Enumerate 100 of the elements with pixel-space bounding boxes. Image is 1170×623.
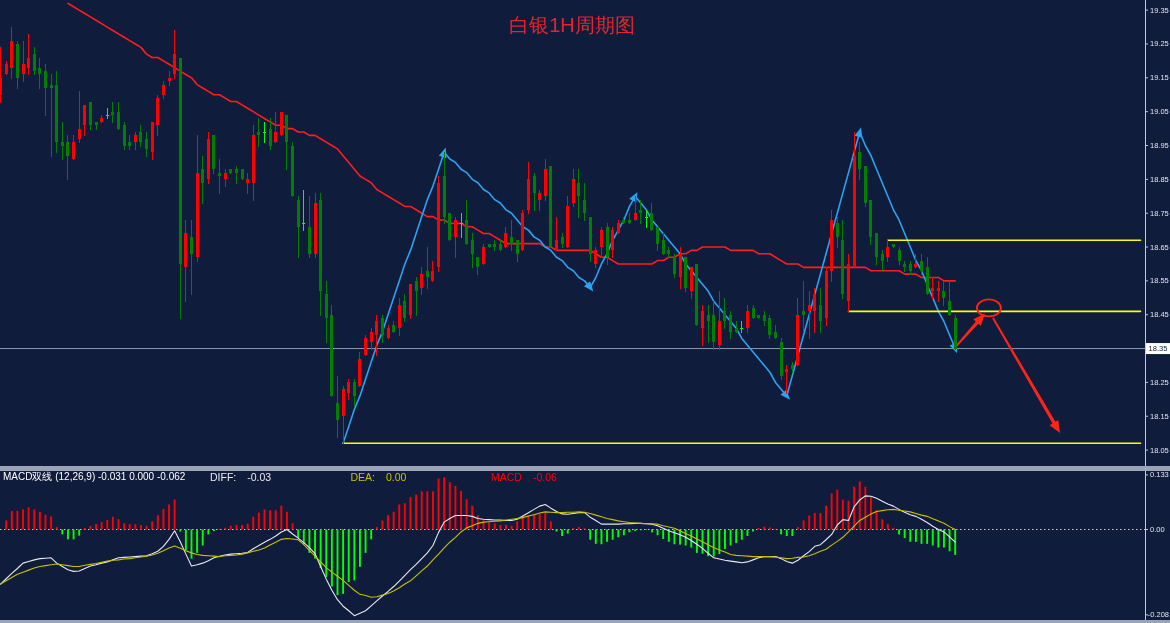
candlestick: [594, 246, 597, 269]
line-series: [0, 495, 956, 617]
annotation: 0.00: [386, 470, 407, 483]
candlestick: [460, 212, 463, 239]
candlestick: [325, 280, 328, 344]
candlestick: [729, 310, 732, 340]
candlestick: [336, 375, 339, 439]
candlestick: [572, 168, 575, 208]
candlestick: [123, 121, 126, 151]
candlestick: [690, 266, 693, 300]
candlestick: [454, 216, 457, 259]
candlestick: [948, 280, 951, 317]
candlestick: [61, 121, 64, 161]
candlestick: [707, 304, 710, 344]
candlestick: [740, 320, 743, 334]
candlestick: [723, 297, 726, 330]
candlestick: [639, 199, 642, 225]
candlestick: [802, 280, 805, 334]
candlestick: [22, 40, 25, 83]
candlestick: [375, 314, 378, 357]
candlestick: [173, 29, 176, 80]
candlestick: [937, 280, 940, 303]
candlestick: [785, 364, 788, 395]
candlestick: [656, 226, 659, 252]
annotation: -0.03: [247, 470, 272, 483]
candlestick: [701, 304, 704, 347]
candlestick: [533, 172, 536, 212]
candlestick: [577, 168, 580, 219]
candlestick: [808, 290, 811, 340]
candlestick: [415, 276, 418, 317]
text: DIFF:: [210, 470, 237, 483]
candlestick: [600, 226, 603, 259]
candlestick: [364, 334, 367, 357]
annotation: -0.06: [532, 470, 558, 483]
candlestick: [353, 378, 356, 408]
candlestick: [555, 216, 558, 252]
candlestick: [718, 290, 721, 351]
candlestick: [482, 243, 485, 266]
candlestick: [768, 314, 771, 340]
candlestick: [679, 246, 682, 290]
candlestick: [257, 117, 260, 148]
candlestick: [27, 33, 30, 76]
text: MACD: [491, 470, 523, 483]
candlestick: [583, 182, 586, 222]
text: DEA:: [350, 470, 376, 483]
candlestick: [471, 232, 474, 269]
candlestick: [72, 134, 75, 161]
candlestick: [420, 266, 423, 296]
candlestick: [650, 202, 653, 232]
line-series: [67, 2, 956, 282]
candlestick: [263, 121, 266, 144]
candlestick: [431, 260, 434, 283]
candlestick: [746, 304, 749, 334]
candlestick: [44, 63, 47, 117]
candlestick: [38, 57, 41, 90]
candlestick: [66, 134, 69, 181]
candlestick: [645, 209, 648, 229]
candlestick: [886, 239, 889, 263]
candlestick: [280, 111, 283, 137]
candlestick: [634, 195, 637, 222]
text: 白银1H周期图: [509, 14, 635, 36]
candlestick: [813, 287, 816, 334]
candlestick: [398, 297, 401, 337]
candlestick: [246, 172, 249, 195]
candlestick: [465, 199, 468, 246]
candlestick: [370, 327, 373, 351]
candlestick: [302, 189, 305, 232]
candlestick: [269, 117, 272, 151]
candlestick: [931, 276, 934, 300]
candlestick: [403, 293, 406, 323]
candlestick: [190, 219, 193, 296]
candlestick: [611, 226, 614, 259]
candlestick: [89, 101, 92, 131]
candlestick: [504, 226, 507, 249]
candlestick: [78, 90, 81, 144]
chart-title: MACD双线 (12,26,9) -0.031 0.000 -0.062: [3, 471, 186, 482]
candlestick: [942, 280, 945, 307]
candlestick: [510, 219, 513, 252]
point: [583, 281, 594, 292]
candlestick: [274, 111, 277, 144]
candlestick: [920, 253, 923, 276]
candlestick: [836, 216, 839, 249]
candlestick: [139, 124, 142, 148]
point: [975, 298, 1002, 318]
candlestick: [858, 141, 861, 181]
candlestick: [0, 46, 2, 104]
candlestick: [426, 246, 429, 290]
candlestick: [50, 73, 53, 158]
candlestick: [111, 101, 114, 124]
candlestick: [381, 314, 384, 344]
candlestick: [106, 107, 109, 120]
point: [854, 127, 863, 138]
candlestick: [347, 378, 350, 401]
candlestick: [673, 253, 676, 279]
candlestick: [218, 158, 221, 195]
candlestick: [819, 287, 822, 334]
candlestick: [538, 189, 541, 212]
candlestick: [516, 239, 519, 263]
candlestick: [145, 131, 148, 158]
candlestick: [875, 232, 878, 266]
